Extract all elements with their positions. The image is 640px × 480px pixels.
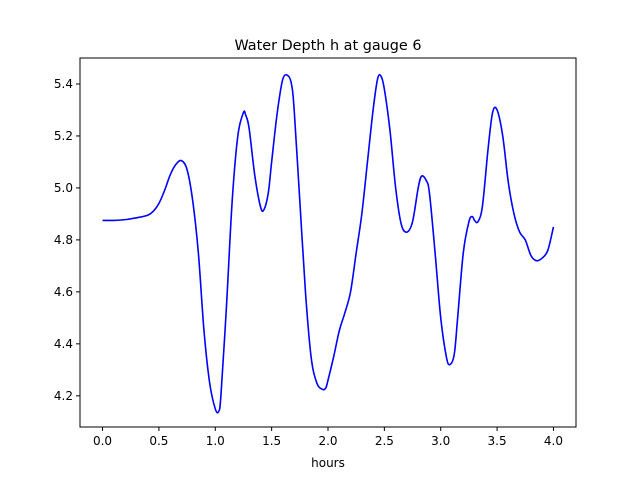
y-tick-label: 4.2 <box>54 389 73 403</box>
plot-frame <box>79 57 577 428</box>
y-tick-label: 4.8 <box>54 233 73 247</box>
x-tick-label: 1.5 <box>262 434 281 448</box>
series-line-water-depth <box>102 73 555 414</box>
x-tick-label: 3.0 <box>431 434 450 448</box>
x-tick-label: 0.5 <box>149 434 168 448</box>
y-tick-label: 5.0 <box>54 181 73 195</box>
y-tick-label: 5.4 <box>54 77 73 91</box>
x-axis-label: hours <box>311 456 345 470</box>
x-tick-label: 4.0 <box>544 434 563 448</box>
x-tick-label: 0.0 <box>93 434 112 448</box>
x-tick-label: 1.0 <box>206 434 225 448</box>
y-tick-label: 4.4 <box>54 337 73 351</box>
plot-area: 0.0 0.5 1.0 1.5 2.0 2.5 3.0 3.5 4.0 4.2 4.4 4.6 4.8 5… <box>54 73 563 448</box>
y-tick-label: 4.6 <box>54 285 73 299</box>
x-tick-label: 2.5 <box>375 434 394 448</box>
chart-title: Water Depth h at gauge 6 <box>234 38 421 54</box>
x-tick-label: 2.0 <box>318 434 337 448</box>
y-tick-label: 5.2 <box>54 129 73 143</box>
x-tick-label: 3.5 <box>488 434 507 448</box>
